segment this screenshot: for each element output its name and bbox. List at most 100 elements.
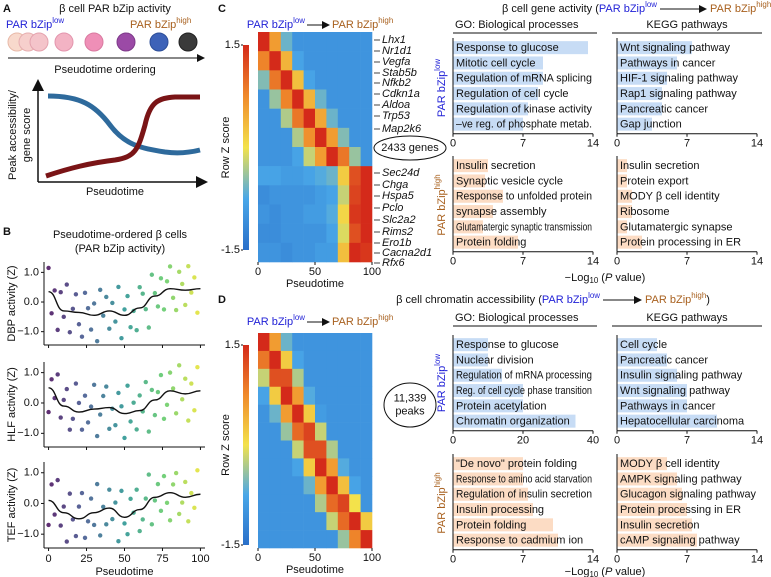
bar-label: Glutamatergic synaptic transmission — [456, 221, 592, 233]
heat-cell — [349, 350, 361, 370]
x-tick-label: 14 — [751, 435, 763, 447]
point — [110, 516, 115, 522]
heat-cell — [269, 404, 282, 423]
point — [76, 322, 82, 327]
schematic-y-label: Peak accessibility/ — [7, 89, 19, 180]
bar — [617, 457, 667, 471]
bar-label: "De novo" protein folding — [456, 458, 577, 470]
x-axis-label: Pseudotime — [95, 566, 153, 577]
bar-label: Ribosome — [620, 206, 670, 218]
y-tick-label: 0.0 — [24, 296, 39, 308]
bar-label: Response to amino acid starvation — [456, 473, 592, 485]
heat-cell — [360, 458, 373, 477]
point — [146, 472, 152, 477]
point — [176, 511, 182, 517]
bar — [453, 235, 518, 249]
point — [70, 416, 76, 421]
heat-cell — [280, 32, 293, 52]
point — [195, 468, 200, 473]
bar — [453, 338, 488, 352]
heat-cell — [258, 147, 270, 167]
heat-cell — [337, 530, 350, 549]
heat-cell — [360, 512, 373, 531]
y-tick-label: −1.0 — [17, 326, 39, 338]
bar — [617, 338, 657, 352]
point — [146, 429, 152, 434]
bar — [617, 399, 687, 413]
heat-cell — [269, 458, 282, 477]
point — [67, 491, 73, 496]
point — [85, 306, 91, 311]
gene-label: Pclo — [382, 202, 403, 214]
point — [113, 319, 118, 324]
bar — [453, 117, 523, 131]
bar-label: MODY β cell identity — [620, 458, 720, 470]
point — [55, 327, 60, 333]
x-tick-label: 20 — [517, 435, 529, 447]
point — [131, 400, 136, 405]
bar-label: Protein processing in ER — [620, 237, 741, 249]
bar — [617, 174, 627, 188]
bar-label: AMPK signaling pathway — [620, 473, 742, 485]
point — [134, 427, 139, 432]
point — [173, 411, 179, 416]
text-part: low — [433, 59, 442, 71]
point — [58, 523, 63, 528]
text-part: low — [433, 354, 442, 366]
point — [58, 290, 63, 295]
point — [140, 291, 145, 296]
heat-cell — [326, 333, 339, 352]
heat-cell — [280, 223, 293, 244]
point — [149, 522, 155, 527]
point — [116, 539, 121, 544]
schematic-curve-low — [47, 93, 201, 156]
text-part: PAR bZip — [436, 487, 448, 533]
x-tick-label: 0 — [255, 552, 261, 564]
heat-cell — [337, 350, 350, 370]
point — [122, 435, 127, 441]
x-tick-label: 14 — [751, 256, 763, 268]
heat-cell — [349, 422, 361, 441]
heat-cell — [360, 89, 373, 109]
gene-label: Aldoa — [381, 99, 410, 111]
heat-cell — [337, 223, 350, 244]
heat-cell — [303, 242, 316, 263]
heat-cell — [315, 70, 327, 90]
heat-cell — [349, 333, 361, 352]
heat-cell — [258, 333, 270, 352]
bar — [453, 189, 503, 203]
heat-cell — [292, 185, 304, 205]
point — [176, 363, 182, 368]
point — [128, 496, 133, 502]
point — [64, 386, 69, 392]
point — [164, 500, 170, 506]
x-tick-label: 0 — [614, 138, 620, 150]
bar-label: Insulin signaling pathway — [620, 370, 743, 382]
point — [164, 402, 170, 408]
heat-cell — [292, 127, 304, 148]
heat-cell — [349, 386, 361, 405]
point — [55, 477, 60, 483]
x-tick-label: 14 — [751, 554, 763, 566]
text-part: PAR bZip — [645, 294, 691, 306]
panel-title: PAR bZiphigh) — [710, 0, 771, 15]
bar — [617, 235, 642, 249]
point — [104, 294, 109, 300]
bar — [453, 41, 588, 55]
heat-cell — [315, 32, 327, 52]
heat-cell — [337, 70, 350, 90]
gene-label: Chga — [382, 179, 408, 191]
bar-label: –ve reg. of phosphate metab. — [456, 119, 592, 131]
x-tick-label: 100 — [363, 266, 381, 278]
bar-label: Wnt signaling pathway — [620, 42, 731, 54]
point — [49, 377, 54, 382]
point — [158, 372, 164, 378]
bar-label: Response to cadmium ion — [456, 535, 583, 547]
heat-cell — [292, 32, 304, 52]
point — [158, 508, 164, 514]
text-part: low — [52, 16, 64, 25]
y-tick-label: −1.0 — [17, 528, 39, 540]
point — [101, 313, 106, 318]
heat-cell — [258, 51, 270, 71]
